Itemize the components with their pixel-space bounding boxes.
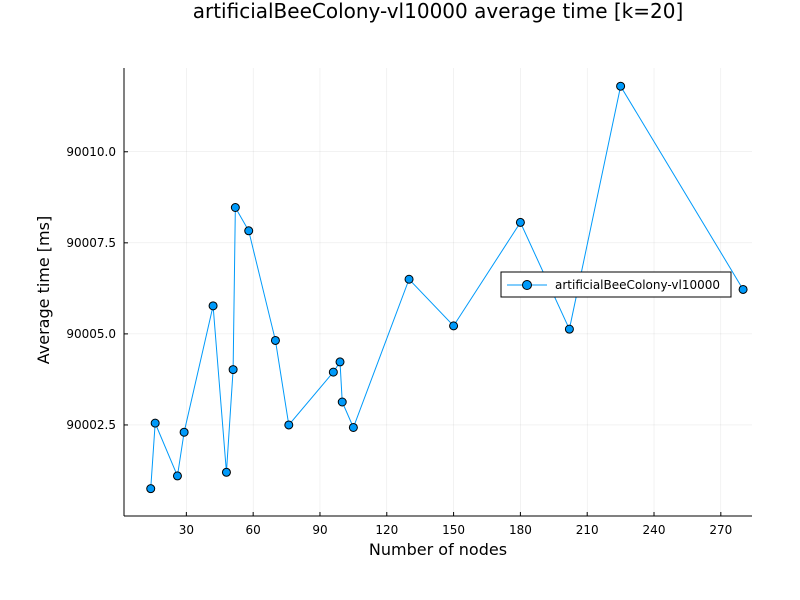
x-tick-label: 210 (576, 523, 599, 537)
x-tick-label: 240 (643, 523, 666, 537)
data-point (270, 335, 280, 345)
data-point (208, 301, 218, 311)
y-axis-label: Average time [ms] (34, 216, 53, 364)
data-point (328, 367, 338, 377)
axes (123, 68, 752, 517)
data-point (150, 418, 160, 428)
legend-label: artificialBeeColony-vl10000 (555, 278, 720, 292)
data-point (335, 357, 345, 367)
legend-marker (522, 280, 532, 290)
data-point (172, 471, 182, 481)
data-point (284, 420, 294, 430)
chart-title: artificialBeeColony-vl10000 average time… (193, 0, 684, 23)
y-tick-label: 90002.5 (66, 418, 116, 432)
data-point (221, 467, 231, 477)
data-point (564, 324, 574, 334)
data-point (515, 217, 525, 227)
data-point (348, 422, 358, 432)
data-point (404, 274, 414, 284)
y-tick-label: 90005.0 (66, 327, 116, 341)
x-tick-label: 30 (179, 523, 194, 537)
series (146, 81, 748, 494)
x-tick-label: 90 (312, 523, 327, 537)
y-tick-label: 90007.5 (66, 236, 116, 250)
y-tick-label: 90010.0 (66, 145, 116, 159)
legend: artificialBeeColony-vl10000 (500, 271, 732, 298)
data-point (179, 427, 189, 437)
legend-box (500, 271, 732, 298)
x-tick-label: 60 (246, 523, 261, 537)
data-point (337, 397, 347, 407)
tick-labels: 30 60 90 120 150 180 210 240 270 90002.5 90005.0 90… (66, 145, 732, 537)
data-point (146, 484, 156, 494)
x-tick-label: 150 (442, 523, 465, 537)
data-point (228, 365, 238, 375)
x-axis-label: Number of nodes (369, 540, 507, 559)
data-point (244, 226, 254, 236)
data-point (738, 284, 748, 294)
x-tick-label: 180 (509, 523, 532, 537)
data-point (616, 81, 626, 91)
x-tick-label: 270 (709, 523, 732, 537)
data-point (230, 202, 240, 212)
data-point (449, 321, 459, 331)
x-tick-label: 120 (375, 523, 398, 537)
